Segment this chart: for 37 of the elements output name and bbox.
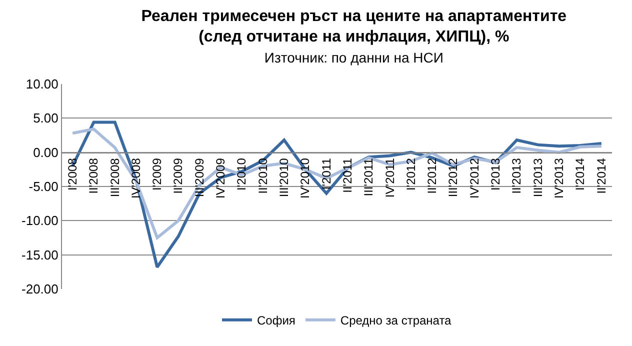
x-tick-label: IV'2013: [552, 158, 566, 198]
x-tick-label: I'2008: [65, 158, 80, 190]
x-tick-label: I'2009: [150, 158, 164, 190]
y-tick-label: 0.00: [33, 144, 58, 160]
x-tick-label: IV'2009: [214, 158, 228, 198]
x-tick-label: IV'2008: [128, 158, 143, 198]
legend-label: Средно за страната: [340, 314, 452, 328]
legend-label: София: [257, 314, 296, 328]
y-tick-label: -20.00: [22, 282, 58, 297]
x-tick-label: II'2009: [171, 158, 186, 194]
y-tick-label: -10.00: [22, 213, 58, 228]
chart-title: Реален тримесечен ръст на цените на апартаментите (след отчитане на инфлация, ХИПЦ), %: [141, 8, 567, 46]
x-tick-label: III'2009: [192, 158, 206, 198]
x-tick-label: I'2013: [488, 158, 503, 190]
x-tick-label: I'2011: [319, 158, 334, 190]
x-tick-label: II'2011: [340, 158, 354, 193]
y-tick-label: -5.00: [28, 179, 58, 194]
x-tick-label: III'2011: [362, 158, 376, 196]
x-tick-label: I'2010: [234, 158, 249, 190]
x-tick-label: IV'2011: [382, 158, 397, 198]
x-tick-label: IV'2012: [467, 158, 482, 198]
chart-subtitle: Източник: по данни на НСИ: [264, 49, 444, 66]
x-tick-label: I'2014: [573, 158, 588, 190]
x-tick-label: II'2010: [256, 158, 270, 194]
x-tick-label: II'2008: [86, 158, 101, 194]
x-tick-label: IV'2010: [298, 158, 312, 198]
y-tick-label: -15.00: [22, 247, 58, 262]
x-tick-label: III'2012: [446, 158, 460, 198]
x-tick-label: II'2012: [425, 158, 440, 194]
x-tick-label: II'2013: [510, 158, 524, 194]
x-tick-label: III'2010: [277, 158, 292, 198]
x-tick-label: III'2008: [108, 158, 122, 198]
x-tick-label: I'2012: [404, 158, 418, 190]
x-tick-label: II'2014: [594, 158, 608, 194]
y-tick-label: 5.00: [33, 110, 58, 126]
y-tick-label: 10.00: [26, 76, 58, 92]
x-tick-label: III'2013: [530, 158, 545, 198]
